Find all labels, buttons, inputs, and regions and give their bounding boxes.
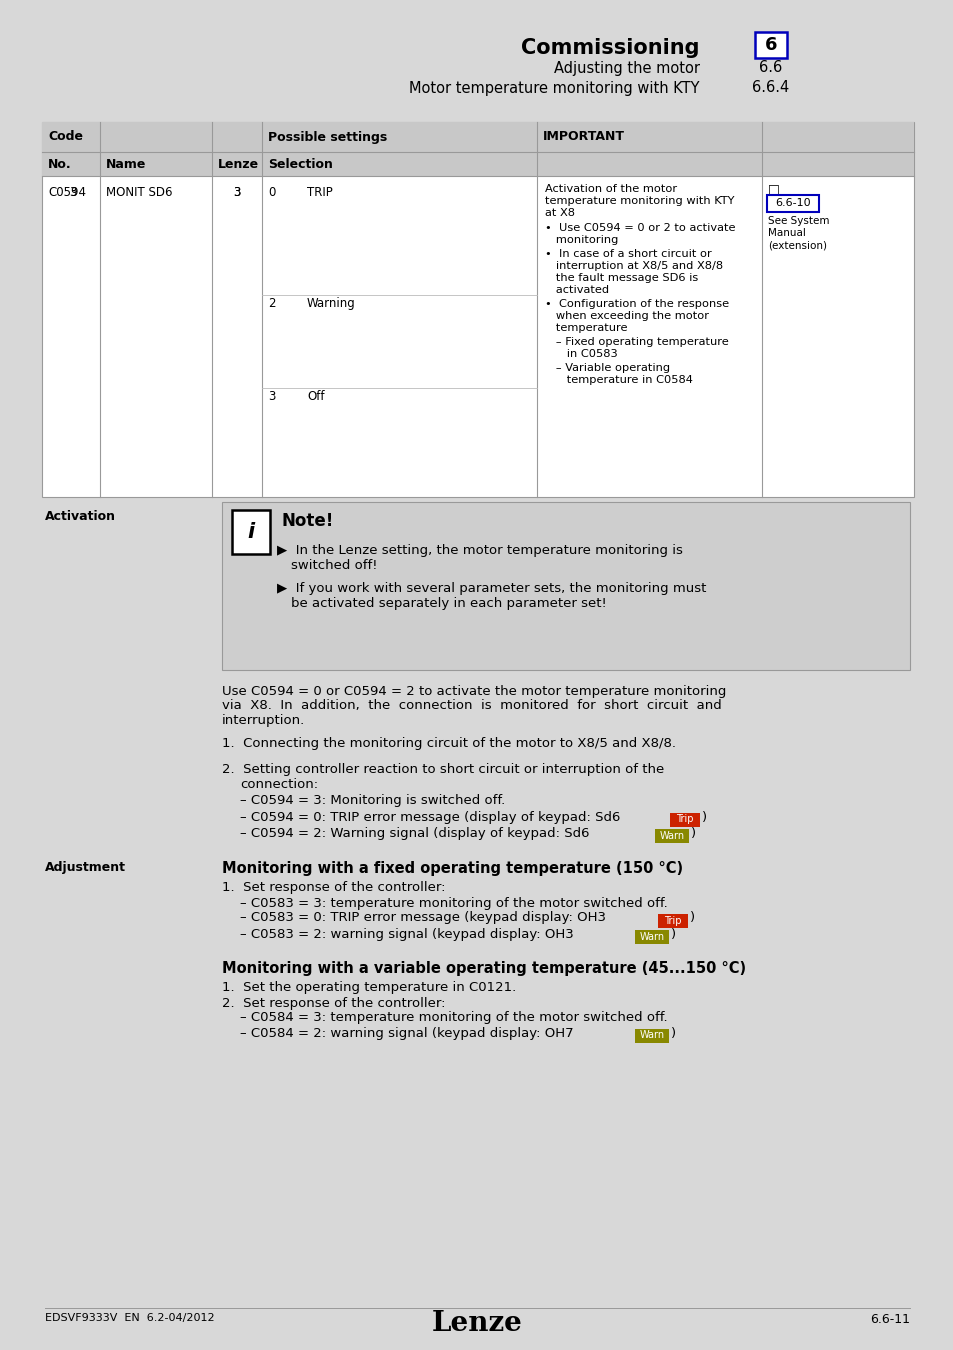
Text: 6.6: 6.6 bbox=[759, 61, 781, 76]
Text: 2.  Set response of the controller:: 2. Set response of the controller: bbox=[222, 996, 445, 1010]
Text: IMPORTANT: IMPORTANT bbox=[542, 131, 624, 143]
Text: ): ) bbox=[670, 1026, 676, 1040]
Text: 6.6-10: 6.6-10 bbox=[775, 198, 810, 208]
Bar bbox=[635, 1029, 668, 1042]
Text: 3: 3 bbox=[70, 186, 76, 198]
Text: ): ) bbox=[701, 810, 706, 824]
Bar bbox=[42, 122, 913, 153]
Bar bbox=[42, 153, 913, 176]
Text: 6.6.4: 6.6.4 bbox=[752, 81, 789, 96]
Text: Activation of the motor: Activation of the motor bbox=[544, 184, 677, 194]
Text: in C0583: in C0583 bbox=[544, 350, 618, 359]
Text: – C0584 = 3: temperature monitoring of the motor switched off.: – C0584 = 3: temperature monitoring of t… bbox=[240, 1011, 667, 1025]
Text: Commissioning: Commissioning bbox=[521, 38, 700, 58]
Text: 3: 3 bbox=[268, 390, 275, 404]
Bar bbox=[222, 502, 909, 670]
Text: temperature in C0584: temperature in C0584 bbox=[544, 375, 692, 385]
Text: Adjustment: Adjustment bbox=[45, 861, 126, 875]
Text: 6: 6 bbox=[764, 36, 777, 54]
Text: C0594: C0594 bbox=[48, 186, 86, 198]
Text: connection:: connection: bbox=[240, 778, 317, 791]
Text: Warn: Warn bbox=[659, 832, 684, 841]
Text: ▶  In the Lenze setting, the motor temperature monitoring is: ▶ In the Lenze setting, the motor temper… bbox=[276, 544, 682, 558]
Text: Warning: Warning bbox=[307, 297, 355, 310]
Text: MONIT SD6: MONIT SD6 bbox=[106, 186, 172, 198]
Text: Warn: Warn bbox=[639, 1030, 664, 1041]
Text: Lenze: Lenze bbox=[431, 1310, 522, 1336]
Text: Warn: Warn bbox=[639, 931, 664, 942]
Text: 1.  Connecting the monitoring circuit of the motor to X8/5 and X8/8.: 1. Connecting the monitoring circuit of … bbox=[222, 737, 676, 749]
Text: See System: See System bbox=[767, 216, 828, 225]
Text: ▶  If you work with several parameter sets, the monitoring must: ▶ If you work with several parameter set… bbox=[276, 582, 705, 595]
Text: i: i bbox=[247, 522, 254, 541]
Bar bbox=[754, 32, 786, 58]
Text: ): ) bbox=[690, 828, 696, 840]
Text: – Fixed operating temperature: – Fixed operating temperature bbox=[544, 338, 728, 347]
Text: 2.  Setting controller reaction to short circuit or interruption of the: 2. Setting controller reaction to short … bbox=[222, 763, 663, 776]
Text: 1.  Set the operating temperature in C0121.: 1. Set the operating temperature in C012… bbox=[222, 980, 516, 994]
Text: •  In case of a short circuit or: • In case of a short circuit or bbox=[544, 248, 711, 259]
Text: – Variable operating: – Variable operating bbox=[544, 363, 669, 373]
Text: the fault message SD6 is: the fault message SD6 is bbox=[544, 273, 698, 284]
Text: Note!: Note! bbox=[282, 512, 334, 531]
Text: – C0583 = 3: temperature monitoring of the motor switched off.: – C0583 = 3: temperature monitoring of t… bbox=[240, 896, 667, 910]
Text: – C0594 = 0: TRIP error message (display of keypad: Sd6: – C0594 = 0: TRIP error message (display… bbox=[240, 810, 624, 824]
Text: interruption at X8/5 and X8/8: interruption at X8/5 and X8/8 bbox=[544, 261, 722, 271]
Text: – C0583 = 0: TRIP error message (keypad display: OH3: – C0583 = 0: TRIP error message (keypad … bbox=[240, 911, 610, 925]
Text: Manual: Manual bbox=[767, 228, 805, 238]
Text: activated: activated bbox=[544, 285, 608, 296]
Bar bbox=[658, 914, 687, 927]
Text: Possible settings: Possible settings bbox=[268, 131, 387, 143]
Text: Lenze: Lenze bbox=[218, 158, 259, 170]
Text: TRIP: TRIP bbox=[307, 186, 333, 198]
Text: 3: 3 bbox=[233, 186, 240, 198]
Text: be activated separately in each parameter set!: be activated separately in each paramete… bbox=[291, 597, 606, 610]
Text: ): ) bbox=[689, 911, 695, 925]
Text: Selection: Selection bbox=[268, 158, 333, 170]
Text: 1.  Set response of the controller:: 1. Set response of the controller: bbox=[222, 882, 445, 895]
Bar bbox=[0, 0, 953, 112]
Bar bbox=[669, 813, 700, 826]
Text: Motor temperature monitoring with KTY: Motor temperature monitoring with KTY bbox=[409, 81, 700, 96]
Text: – C0594 = 3: Monitoring is switched off.: – C0594 = 3: Monitoring is switched off. bbox=[240, 794, 505, 807]
Text: Off: Off bbox=[307, 390, 324, 404]
Text: – C0594 = 2: Warning signal (display of keypad: Sd6: – C0594 = 2: Warning signal (display of … bbox=[240, 828, 593, 840]
Text: Trip: Trip bbox=[663, 915, 681, 926]
Text: Monitoring with a fixed operating temperature (150 °C): Monitoring with a fixed operating temper… bbox=[222, 861, 682, 876]
Bar bbox=[766, 194, 818, 212]
Text: No.: No. bbox=[48, 158, 71, 170]
Text: – C0583 = 2: warning signal (keypad display: OH3: – C0583 = 2: warning signal (keypad disp… bbox=[240, 927, 578, 941]
Text: •  Configuration of the response: • Configuration of the response bbox=[544, 298, 728, 309]
Text: monitoring: monitoring bbox=[544, 235, 618, 244]
Text: Code: Code bbox=[48, 131, 83, 143]
Text: – C0584 = 2: warning signal (keypad display: OH7: – C0584 = 2: warning signal (keypad disp… bbox=[240, 1026, 578, 1040]
Text: Activation: Activation bbox=[45, 510, 116, 522]
Text: Trip: Trip bbox=[676, 814, 693, 825]
Text: Monitoring with a variable operating temperature (45...150 °C): Monitoring with a variable operating tem… bbox=[222, 960, 745, 976]
Text: 3: 3 bbox=[233, 186, 240, 198]
Text: interruption.: interruption. bbox=[222, 714, 305, 728]
Bar bbox=[42, 122, 913, 497]
Text: □: □ bbox=[767, 182, 779, 194]
Text: 2: 2 bbox=[268, 297, 275, 310]
Text: Use C0594 = 0 or C0594 = 2 to activate the motor temperature monitoring: Use C0594 = 0 or C0594 = 2 to activate t… bbox=[222, 684, 725, 698]
Bar bbox=[635, 930, 668, 944]
Text: Adjusting the motor: Adjusting the motor bbox=[554, 61, 700, 76]
Text: temperature: temperature bbox=[544, 323, 627, 333]
Text: EDSVF9333V  EN  6.2-04/2012: EDSVF9333V EN 6.2-04/2012 bbox=[45, 1314, 214, 1323]
Text: Name: Name bbox=[106, 158, 146, 170]
Text: at X8: at X8 bbox=[544, 208, 575, 217]
Text: 6.6-11: 6.6-11 bbox=[869, 1314, 909, 1326]
Text: switched off!: switched off! bbox=[291, 559, 377, 572]
Bar bbox=[232, 510, 270, 554]
Text: 0: 0 bbox=[268, 186, 275, 198]
Bar bbox=[655, 829, 688, 842]
Text: via  X8.  In  addition,  the  connection  is  monitored  for  short  circuit  an: via X8. In addition, the connection is m… bbox=[222, 699, 721, 713]
Text: temperature monitoring with KTY: temperature monitoring with KTY bbox=[544, 196, 734, 207]
Text: when exceeding the motor: when exceeding the motor bbox=[544, 310, 708, 321]
Text: ): ) bbox=[670, 927, 676, 941]
Text: •  Use C0594 = 0 or 2 to activate: • Use C0594 = 0 or 2 to activate bbox=[544, 223, 735, 234]
Text: (extension): (extension) bbox=[767, 240, 826, 250]
